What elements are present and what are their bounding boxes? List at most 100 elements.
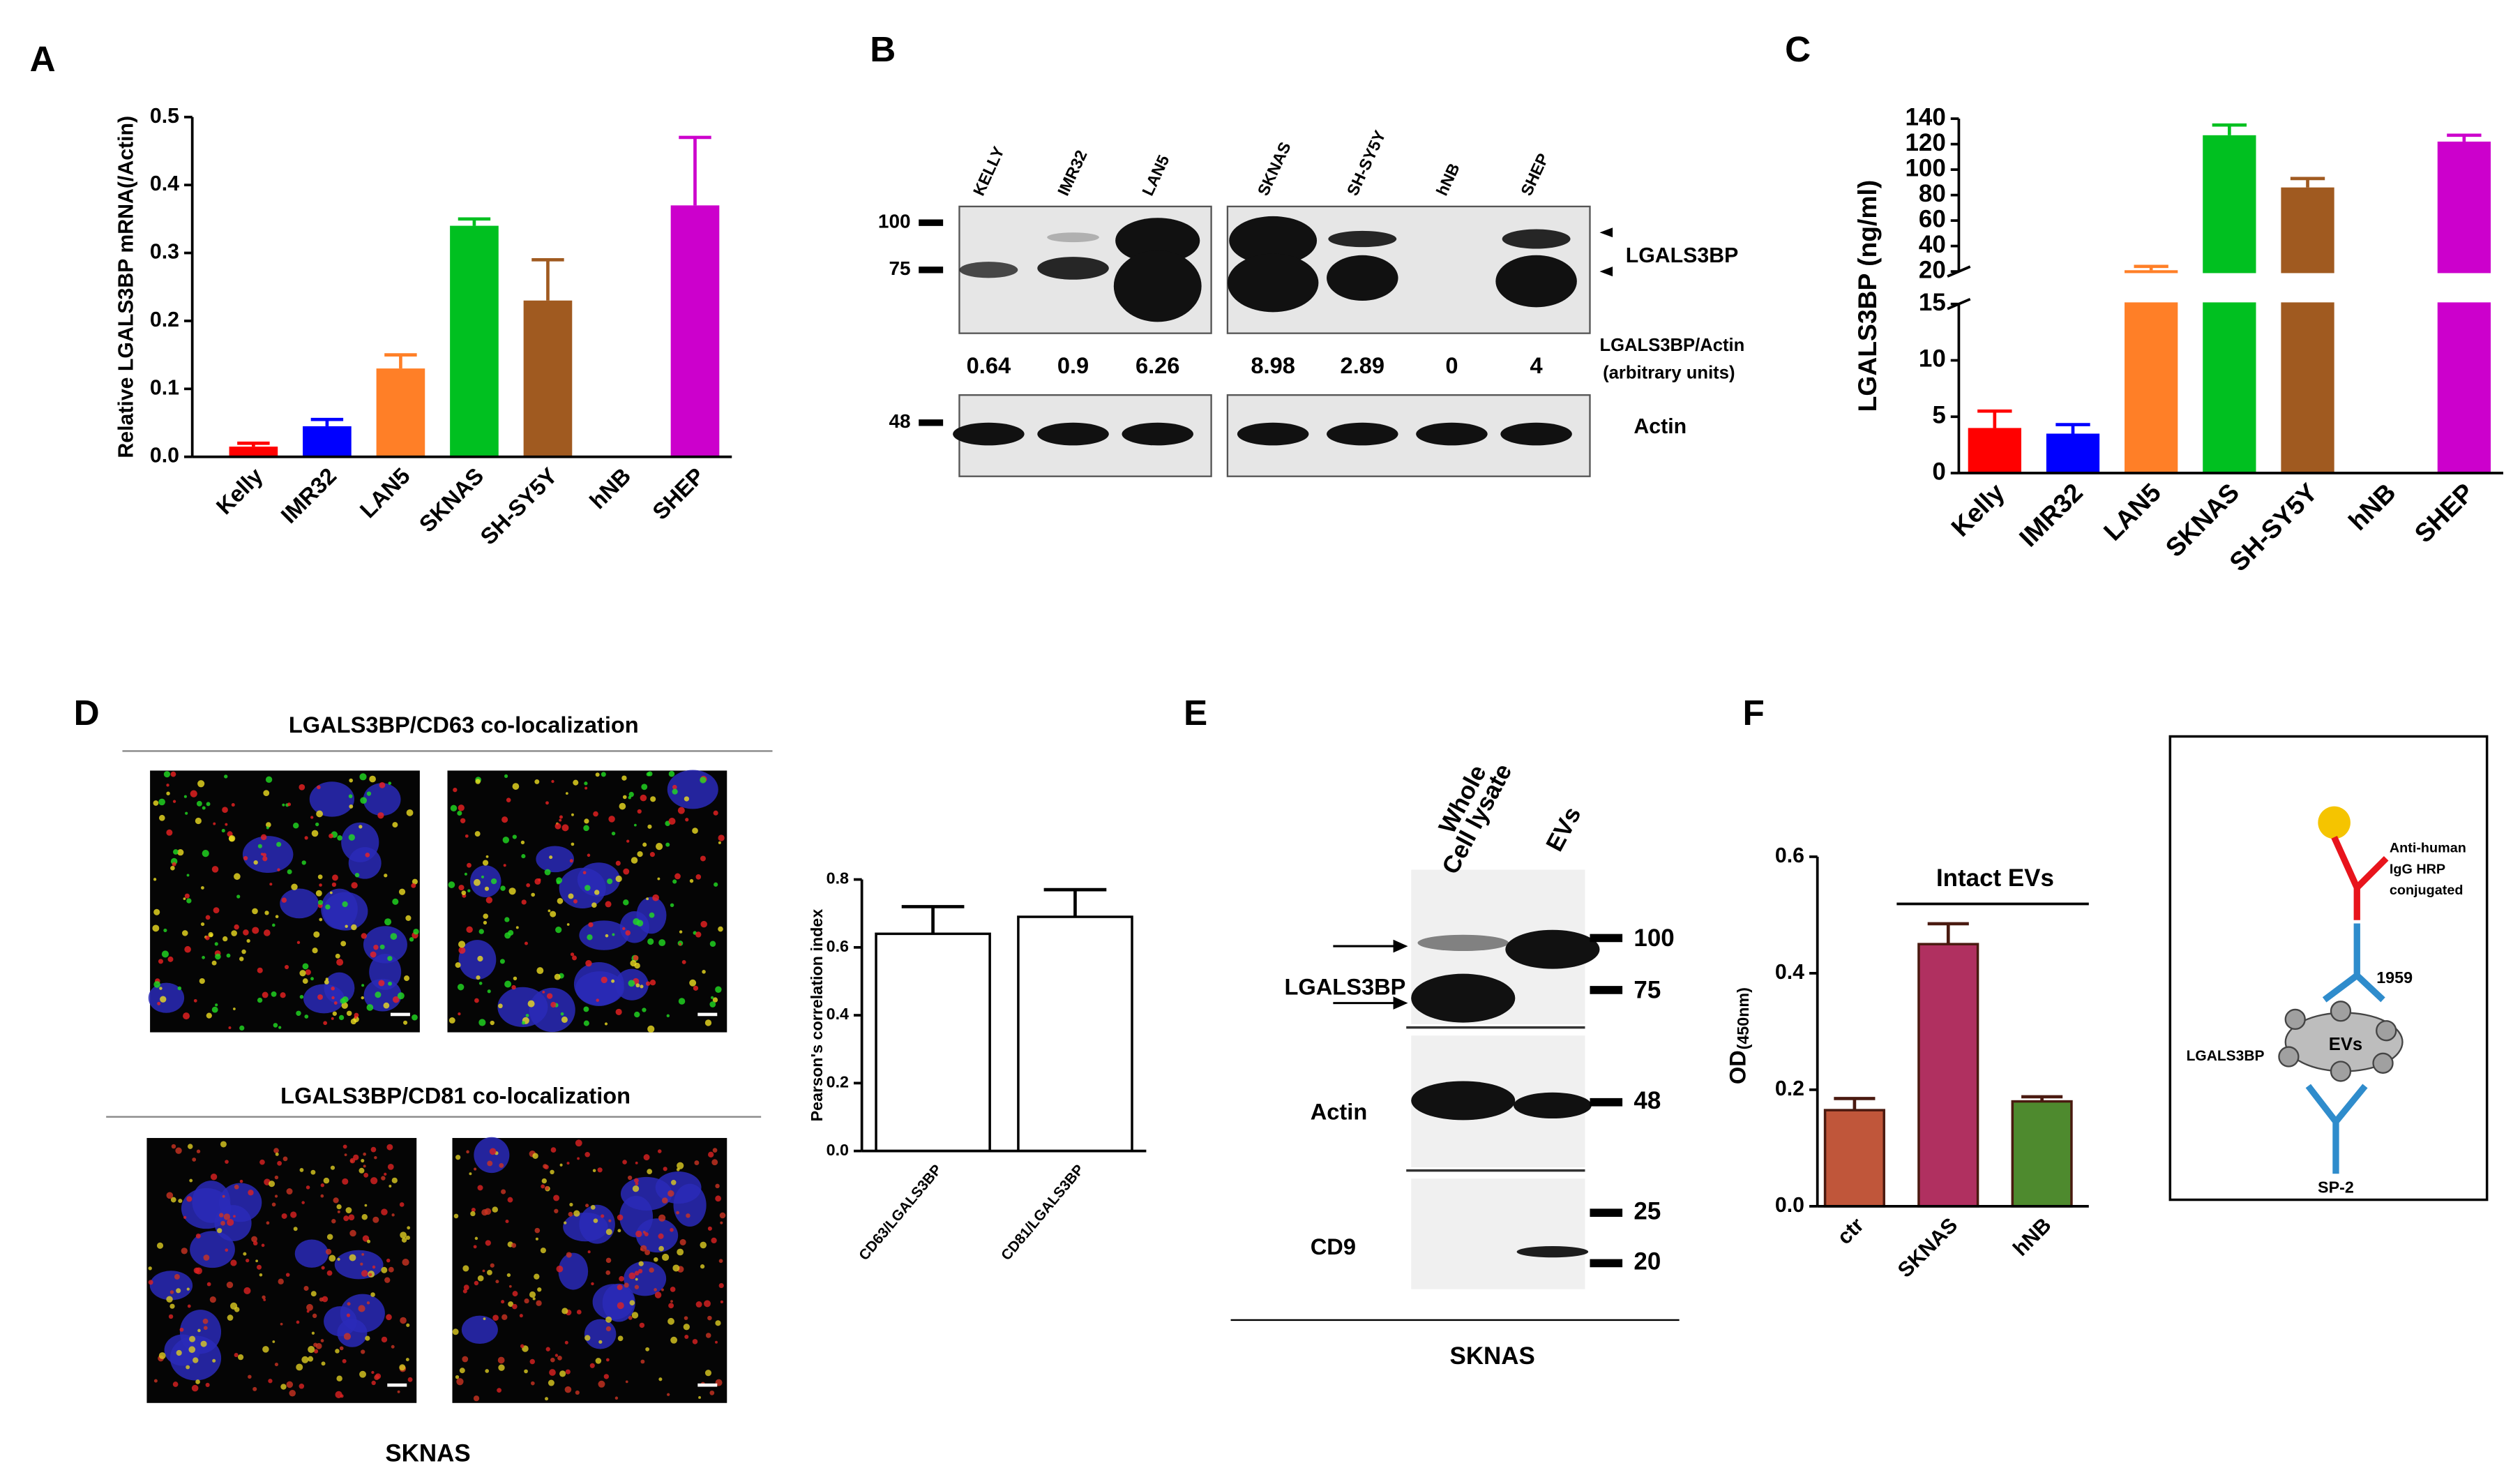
- signal: [649, 852, 655, 857]
- signal: [658, 1214, 666, 1222]
- signal: [409, 937, 414, 942]
- signal: [625, 1380, 628, 1384]
- signal: [692, 1339, 698, 1345]
- signal: [386, 1144, 393, 1151]
- signal: [587, 853, 591, 857]
- signal: [405, 915, 412, 921]
- signal: [277, 868, 280, 871]
- signal: [681, 960, 686, 964]
- signal: [227, 1315, 234, 1321]
- signal: [605, 934, 609, 938]
- nucleus: [592, 1284, 635, 1320]
- arrow: [1333, 945, 1395, 1005]
- signal: [475, 779, 481, 784]
- signal: [372, 1265, 376, 1269]
- signal: [507, 1197, 513, 1203]
- signal: [203, 1254, 210, 1261]
- signal: [532, 1297, 536, 1301]
- signal: [526, 883, 531, 887]
- signal: [407, 1377, 413, 1382]
- signal: [471, 1208, 476, 1213]
- signal: [195, 1233, 201, 1239]
- y-tick-label: 0.3: [150, 241, 179, 264]
- signal: [264, 929, 271, 936]
- y-tick-label: 0.6: [827, 937, 849, 955]
- signal: [202, 1318, 209, 1324]
- signal: [293, 1227, 298, 1231]
- band-arrow: [1599, 227, 1613, 277]
- signal: [614, 1396, 619, 1400]
- signal: [278, 1278, 284, 1284]
- signal: [543, 1164, 548, 1169]
- signal: [281, 897, 287, 903]
- signal: [163, 771, 171, 778]
- signal: [211, 866, 219, 873]
- signal: [171, 1144, 176, 1149]
- signal: [617, 1214, 624, 1221]
- nucleus: [536, 846, 574, 873]
- signal: [634, 962, 640, 969]
- ratio-value: 2.89: [1341, 352, 1385, 378]
- signal: [700, 1264, 705, 1269]
- signal: [570, 952, 575, 957]
- signal: [387, 956, 393, 961]
- signal: [647, 824, 652, 829]
- signal: [483, 1317, 486, 1321]
- signal: [711, 1159, 718, 1166]
- y-tick-label: 0.0: [1775, 1194, 1804, 1217]
- signal: [225, 1248, 229, 1252]
- detection-antibody: [2331, 836, 2389, 920]
- signal: [225, 823, 228, 826]
- signal: [638, 1261, 644, 1266]
- signal: [239, 1179, 243, 1183]
- y-tick-label: 10: [1919, 345, 1946, 373]
- signal: [372, 1216, 379, 1223]
- signal: [521, 1021, 526, 1025]
- signal: [265, 776, 273, 784]
- signal: [605, 1229, 612, 1236]
- signal: [628, 795, 631, 800]
- signal: [220, 1220, 225, 1226]
- signal: [458, 885, 465, 891]
- signal: [485, 1240, 491, 1246]
- signal: [407, 1226, 411, 1230]
- signal: [316, 810, 323, 818]
- signal: [644, 1231, 649, 1237]
- signal: [231, 803, 235, 807]
- signal: [159, 987, 163, 990]
- signal: [569, 859, 573, 863]
- signal: [498, 1003, 503, 1009]
- signal: [715, 1340, 718, 1344]
- signal: [361, 1158, 365, 1163]
- signal: [628, 791, 634, 797]
- signal: [711, 996, 714, 999]
- signal: [715, 1320, 721, 1326]
- signal: [483, 913, 489, 919]
- signal: [477, 955, 483, 962]
- signal: [359, 825, 363, 829]
- signal: [361, 933, 367, 939]
- signal: [615, 860, 621, 866]
- signal: [174, 1274, 180, 1280]
- bar: [1823, 1109, 1885, 1208]
- signal: [280, 1384, 287, 1390]
- signal: [384, 918, 392, 926]
- signal: [521, 854, 526, 859]
- signal: [631, 1312, 639, 1319]
- signal: [364, 1204, 368, 1207]
- signal: [349, 1254, 356, 1261]
- signal: [470, 1211, 476, 1217]
- nucleus: [461, 1315, 498, 1345]
- signal: [529, 1291, 536, 1298]
- signal: [524, 1298, 529, 1304]
- signal: [587, 934, 593, 941]
- signal: [617, 1229, 621, 1233]
- signal: [190, 790, 197, 797]
- signal: [700, 920, 707, 928]
- diagram-frame: [2168, 735, 2489, 1201]
- signal: [301, 1356, 309, 1363]
- signal: [482, 1269, 485, 1273]
- signal: [313, 931, 320, 938]
- y-tick-label: 0.6: [1775, 844, 1804, 867]
- signal: [193, 1267, 200, 1274]
